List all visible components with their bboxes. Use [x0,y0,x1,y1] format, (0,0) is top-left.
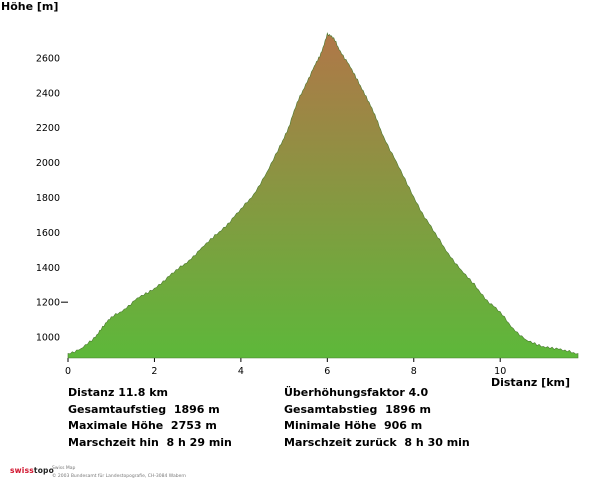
stat-distance: Distanz 11.8 km [68,386,168,399]
swisstopo-logo: swisstopo [10,466,54,475]
y-tick-label: 1200 [36,298,60,309]
y-tick-label: 2600 [36,53,60,64]
stat-min-altitude: Minimale Höhe 906 m [284,419,423,432]
y-tick-label: 1400 [36,263,60,274]
x-tick-label: 2 [151,366,157,377]
footer: swisstopo [10,466,54,475]
x-tick-label: 10 [494,366,506,377]
x-tick-label: 8 [411,366,417,377]
y-tick-label: 2200 [36,123,60,134]
x-tick-label: 0 [65,366,71,377]
x-tick-label: 6 [324,366,330,377]
stat-walk-time-back: Marschzeit zurück 8 h 30 min [284,435,470,449]
elevation-area [67,32,579,359]
stats-left: Distanz 11.8 km Gesamtaufstieg 1896 m Ma… [68,385,232,451]
y-tick-label: 2000 [36,158,60,169]
y-tick-label: 1600 [36,228,60,239]
stat-walk-time-out: Marschzeit hin 8 h 29 min [68,435,232,449]
y-tick-label: 1000 [36,333,60,344]
copyright-line-1: Swiss Map [52,466,76,471]
y-tick-label: 1800 [36,193,60,204]
stat-exaggeration: Überhöhungsfaktor 4.0 [284,386,429,399]
x-axis-title: Distanz [km] [491,376,570,389]
stat-total-descent: Gesamtabstieg 1896 m [284,402,431,416]
y-axis: 1000 1200 1400 1600 1800 2000 2200 2400 2600 [36,53,68,344]
y-axis-title: Höhe [m] [1,0,58,13]
y-tick-label: 2400 [36,88,60,99]
stat-max-altitude: Maximale Höhe 2753 m [68,419,217,432]
copyright-line-2: © 2003 Bundesamt für Landestopografie, C… [52,474,186,479]
stat-total-ascent: Gesamtaufstieg 1896 m [68,402,220,416]
x-axis: 0 2 4 6 8 10 [65,358,506,377]
stats-right: Überhöhungsfaktor 4.0 Gesamtabstieg 1896… [284,385,470,451]
x-tick-label: 4 [238,366,244,377]
